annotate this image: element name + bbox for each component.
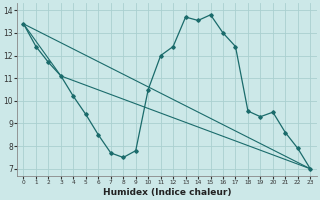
- X-axis label: Humidex (Indice chaleur): Humidex (Indice chaleur): [103, 188, 231, 197]
